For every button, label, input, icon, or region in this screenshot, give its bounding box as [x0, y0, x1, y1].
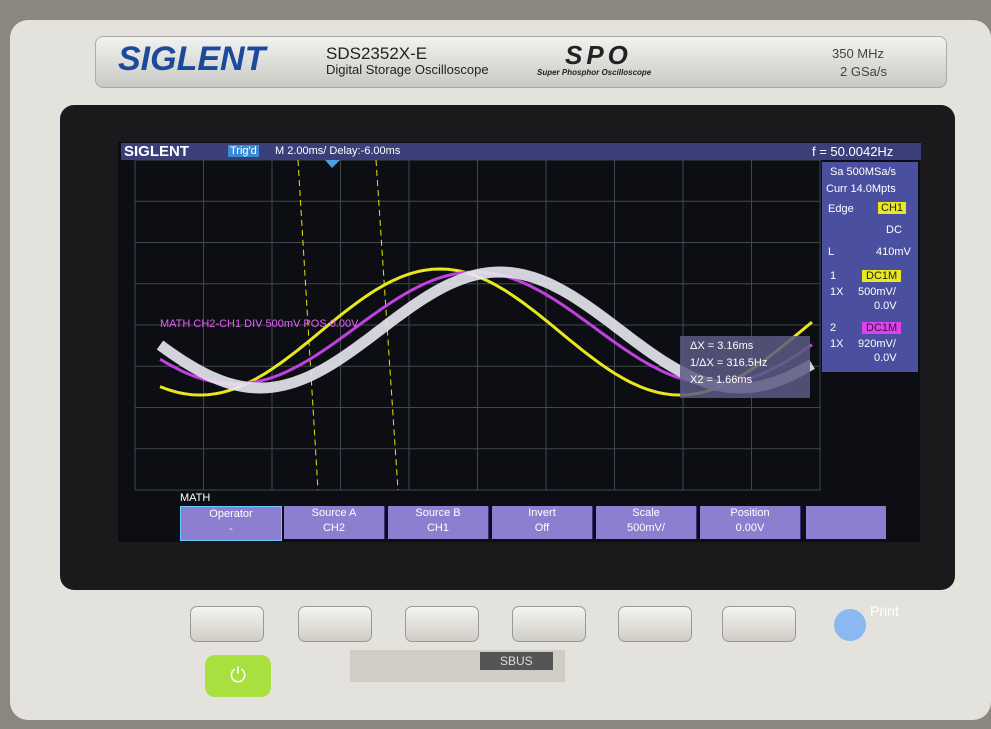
soft-key[interactable]	[512, 606, 586, 642]
channel-number: 2	[830, 322, 836, 334]
channel-number: 1	[830, 270, 836, 282]
timebase: M 2.00ms/ Delay:-6.00ms	[275, 145, 400, 157]
channel-scale: 920mV/	[858, 338, 896, 350]
trigger-state: Trig'd	[228, 145, 259, 157]
acq-memory: Curr 14.0Mpts	[826, 183, 896, 195]
soft-key[interactable]	[190, 606, 264, 642]
trigger-source: CH1	[878, 202, 906, 214]
soft-key[interactable]	[618, 606, 692, 642]
page: SIGLENT SDS2352X-E Digital Storage Oscil…	[0, 0, 991, 729]
channel-probe: 1X	[830, 286, 843, 298]
power-button[interactable]: ⏻	[205, 655, 271, 697]
print-label: Print	[870, 603, 899, 619]
cursor-readout: 1/ΔX = 316.5Hz	[690, 357, 767, 369]
menu-item-label: Invert	[492, 506, 592, 521]
trigger-level: 410mV	[876, 246, 911, 258]
soft-key[interactable]	[722, 606, 796, 642]
cursor-readout: X2 = 1.66ms	[690, 374, 752, 386]
channel-offset: 0.0V	[874, 352, 897, 364]
menu-item-value: 0.00V	[700, 521, 800, 536]
screen-brand: SIGLENT	[124, 143, 189, 160]
channel-scale: 500mV/	[858, 286, 896, 298]
trigger-level-label: L	[828, 246, 834, 258]
trigger-type: Edge	[828, 203, 854, 215]
math-label: MATH CH2-CH1 DIV 500mV POS 0.00V	[160, 318, 358, 330]
menu-item-value: CH2	[284, 521, 384, 536]
cursor-readout: ΔX = 3.16ms	[690, 340, 753, 352]
menu-item-value: CH1	[388, 521, 488, 536]
menu-item-label: Source B	[388, 506, 488, 521]
menu-title: MATH	[180, 492, 210, 504]
soft-key[interactable]	[405, 606, 479, 642]
channel-coupling: DC1M	[862, 270, 901, 282]
menu-item-value: -	[181, 522, 281, 537]
channel-offset: 0.0V	[874, 300, 897, 312]
menu-extra[interactable]	[806, 506, 886, 539]
print-button[interactable]	[834, 609, 866, 641]
bus-label: SBUS	[480, 652, 553, 670]
menu-item-value: Off	[492, 521, 592, 536]
acq-rate: Sa 500MSa/s	[830, 166, 896, 178]
frequency: f = 50.0042Hz	[812, 144, 893, 159]
menu-item-label: Source A	[284, 506, 384, 521]
channel-coupling: DC1M	[862, 322, 901, 334]
menu-item-label: Position	[700, 506, 800, 521]
menu-item-label: Scale	[596, 506, 696, 521]
channel-probe: 1X	[830, 338, 843, 350]
menu-item-value: 500mV/	[596, 521, 696, 536]
menu-item-label: Operator	[181, 507, 281, 522]
soft-key[interactable]	[298, 606, 372, 642]
trigger-marker	[325, 160, 340, 168]
menu-item[interactable]: Operator-	[180, 506, 282, 541]
trigger-coupling: DC	[886, 224, 902, 236]
